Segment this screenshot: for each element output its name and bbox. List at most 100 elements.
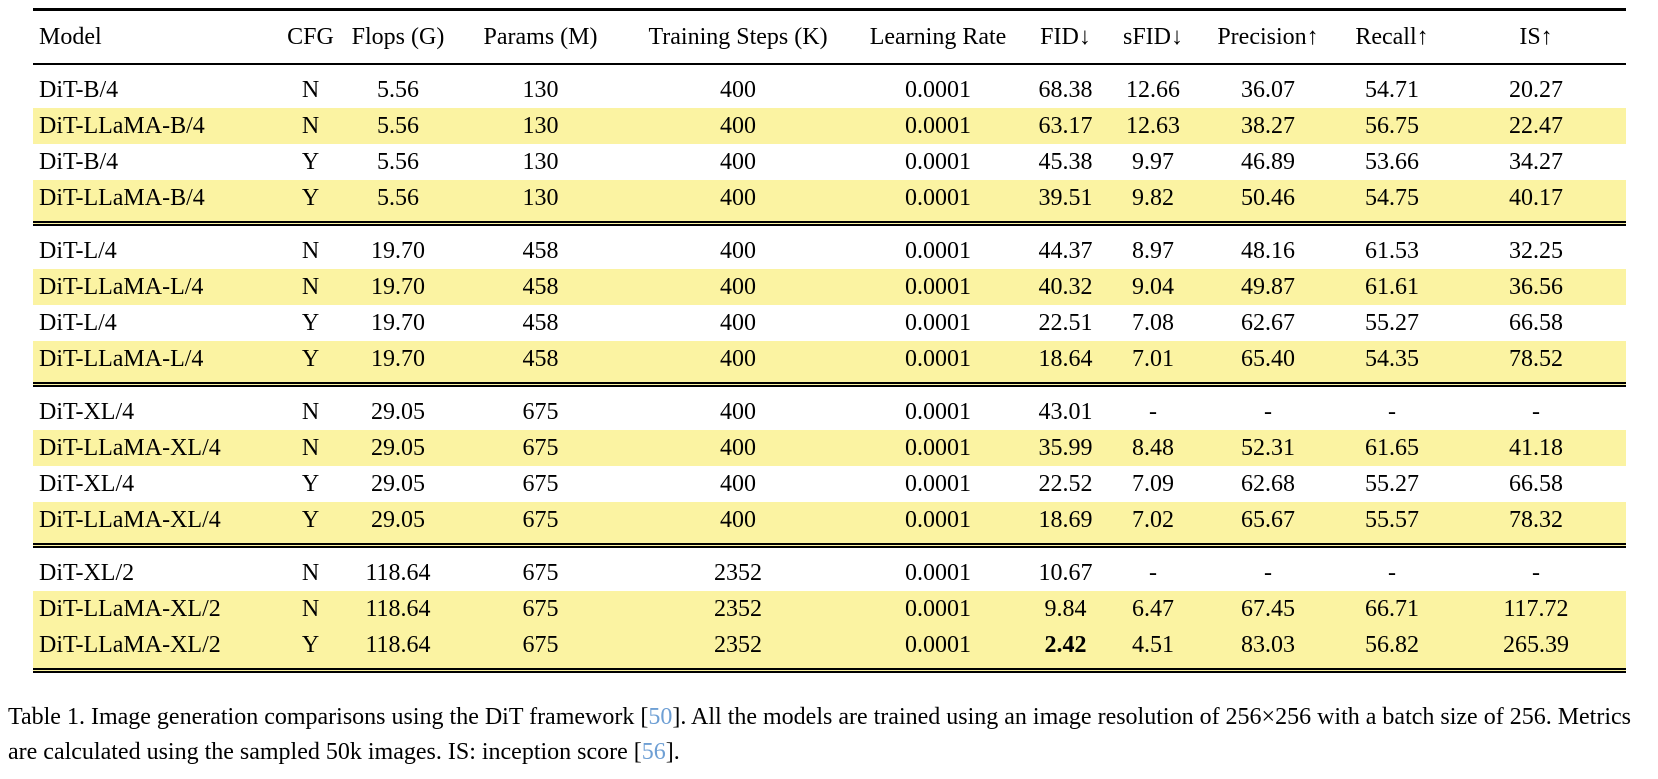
value-cell: 19.70 — [371, 309, 425, 336]
column-header-is: IS↑ — [1446, 9, 1626, 65]
value-cell: 56.75 — [1365, 112, 1419, 139]
value-cell: 63.17 — [1038, 112, 1093, 139]
value-cell: 45.38 — [1038, 148, 1093, 175]
value-cell: - — [1388, 559, 1396, 586]
value-cell: 36.07 — [1241, 76, 1295, 103]
table-row: DiT-L/4 Y 19.70 458 400 0.0001 22.51 7.08 62.67 5… — [33, 305, 1626, 341]
value-cell: 39.51 — [1038, 184, 1093, 211]
value-cell: 400 — [720, 273, 756, 300]
value-cell: 5.56 — [377, 148, 419, 175]
value-cell: 400 — [720, 237, 756, 264]
value-cell: Y — [301, 184, 320, 211]
model-name-cell: DiT-L/4 — [39, 237, 117, 264]
results-table-wrapper: Model CFG Flops (G) Params (M) Training Step… — [33, 8, 1626, 673]
value-cell: 5.56 — [377, 76, 419, 103]
column-header-paramsm: Params (M) — [458, 9, 623, 65]
value-cell: - — [1149, 559, 1157, 586]
table-row: DiT-B/4 N 5.56 130 400 0.0001 68.38 12.66 36.07 5… — [33, 64, 1626, 108]
value-cell: Y — [301, 309, 320, 336]
column-header-cfg: CFG — [283, 9, 338, 65]
value-cell: 675 — [522, 559, 559, 586]
table-row: DiT-LLaMA-XL/2 N 118.64 675 2352 0.0001 9.84 6.… — [33, 591, 1626, 627]
value-cell: 66.58 — [1509, 470, 1563, 497]
table-row: DiT-LLaMA-XL/4 Y 29.05 675 400 0.0001 18.69 7.0… — [33, 502, 1626, 546]
value-cell: - — [1149, 398, 1157, 425]
value-cell: 36.56 — [1509, 273, 1563, 300]
value-cell: 19.70 — [371, 237, 425, 264]
model-name-cell: DiT-LLaMA-B/4 — [39, 112, 205, 139]
value-cell: 53.66 — [1365, 148, 1419, 175]
table-row: DiT-XL/4 Y 29.05 675 400 0.0001 22.52 7.09 62.68… — [33, 466, 1626, 502]
value-cell: 118.64 — [365, 631, 431, 658]
value-cell: 400 — [720, 76, 756, 103]
value-cell: 55.27 — [1365, 470, 1419, 497]
value-cell: 29.05 — [371, 434, 425, 461]
value-cell: 0.0001 — [905, 112, 971, 139]
value-cell: 40.17 — [1509, 184, 1563, 211]
value-cell: 18.69 — [1038, 506, 1093, 533]
value-cell: 0.0001 — [905, 184, 971, 211]
value-cell: 54.71 — [1365, 76, 1419, 103]
value-cell: Y — [301, 470, 320, 497]
value-cell: 675 — [522, 434, 559, 461]
value-cell: 22.52 — [1038, 470, 1093, 497]
value-cell: 12.63 — [1126, 112, 1180, 139]
value-cell: 400 — [720, 184, 756, 211]
value-cell: 0.0001 — [905, 309, 971, 336]
citation-link[interactable]: 56 — [641, 739, 666, 765]
value-cell: 48.16 — [1241, 237, 1295, 264]
value-cell: 5.56 — [377, 112, 419, 139]
value-cell: 55.57 — [1365, 506, 1419, 533]
value-cell: 458 — [522, 309, 559, 336]
value-cell: 35.99 — [1038, 434, 1093, 461]
value-cell: Y — [301, 631, 320, 658]
value-cell: 9.84 — [1044, 595, 1087, 622]
value-cell: Y — [301, 506, 320, 533]
value-cell: 7.08 — [1132, 309, 1174, 336]
table-row: DiT-LLaMA-B/4 Y 5.56 130 400 0.0001 39.51 9.82 5… — [33, 180, 1626, 224]
value-cell: 41.18 — [1509, 434, 1563, 461]
value-cell: 40.32 — [1038, 273, 1093, 300]
value-cell: 78.52 — [1509, 345, 1563, 372]
value-cell: 54.75 — [1365, 184, 1419, 211]
value-cell: 675 — [522, 470, 559, 497]
results-table: Model CFG Flops (G) Params (M) Training Step… — [33, 8, 1626, 673]
header-row: Model CFG Flops (G) Params (M) Training Step… — [33, 9, 1626, 65]
column-header-precision: Precision↑ — [1198, 9, 1338, 65]
value-cell: 65.40 — [1241, 345, 1295, 372]
value-cell: 2352 — [714, 559, 762, 586]
value-cell: 22.51 — [1038, 309, 1093, 336]
table-group-3: DiT-XL/4 N 29.05 675 400 0.0001 43.01 - - - - DiT-L… — [33, 384, 1626, 546]
value-cell: 61.61 — [1365, 273, 1419, 300]
value-cell: 9.97 — [1132, 148, 1174, 175]
model-name-cell: DiT-XL/4 — [39, 470, 135, 497]
value-cell: 7.09 — [1132, 470, 1174, 497]
value-cell: 130 — [522, 112, 559, 139]
model-name-cell: DiT-B/4 — [39, 76, 119, 103]
caption-text: ]. All the models are trained using an i… — [8, 704, 1631, 765]
citation-link[interactable]: 50 — [648, 704, 673, 730]
value-cell: 675 — [522, 506, 559, 533]
value-cell: N — [301, 398, 320, 425]
value-cell: 265.39 — [1503, 631, 1569, 658]
table-row: DiT-XL/2 N 118.64 675 2352 0.0001 10.67 - - - - — [33, 546, 1626, 592]
value-cell: 29.05 — [371, 398, 425, 425]
value-cell: 4.51 — [1132, 631, 1174, 658]
value-cell: 458 — [522, 345, 559, 372]
value-cell: 400 — [720, 148, 756, 175]
value-cell: 43.01 — [1038, 398, 1093, 425]
value-cell: 2.42 — [1044, 631, 1087, 658]
model-name-cell: DiT-LLaMA-B/4 — [39, 184, 205, 211]
caption-text: Table 1. Image generation comparisons us… — [8, 704, 649, 730]
table-row: DiT-LLaMA-B/4 N 5.56 130 400 0.0001 63.17 12.63… — [33, 108, 1626, 144]
value-cell: 9.04 — [1132, 273, 1174, 300]
value-cell: 22.47 — [1509, 112, 1563, 139]
value-cell: 2352 — [714, 631, 762, 658]
table-row: DiT-L/4 N 19.70 458 400 0.0001 44.37 8.97 48.16 6… — [33, 224, 1626, 270]
column-header-fid: FID↓ — [1023, 9, 1108, 65]
value-cell: N — [301, 434, 320, 461]
value-cell: 675 — [522, 398, 559, 425]
value-cell: 0.0001 — [905, 559, 971, 586]
value-cell: 46.89 — [1241, 148, 1295, 175]
